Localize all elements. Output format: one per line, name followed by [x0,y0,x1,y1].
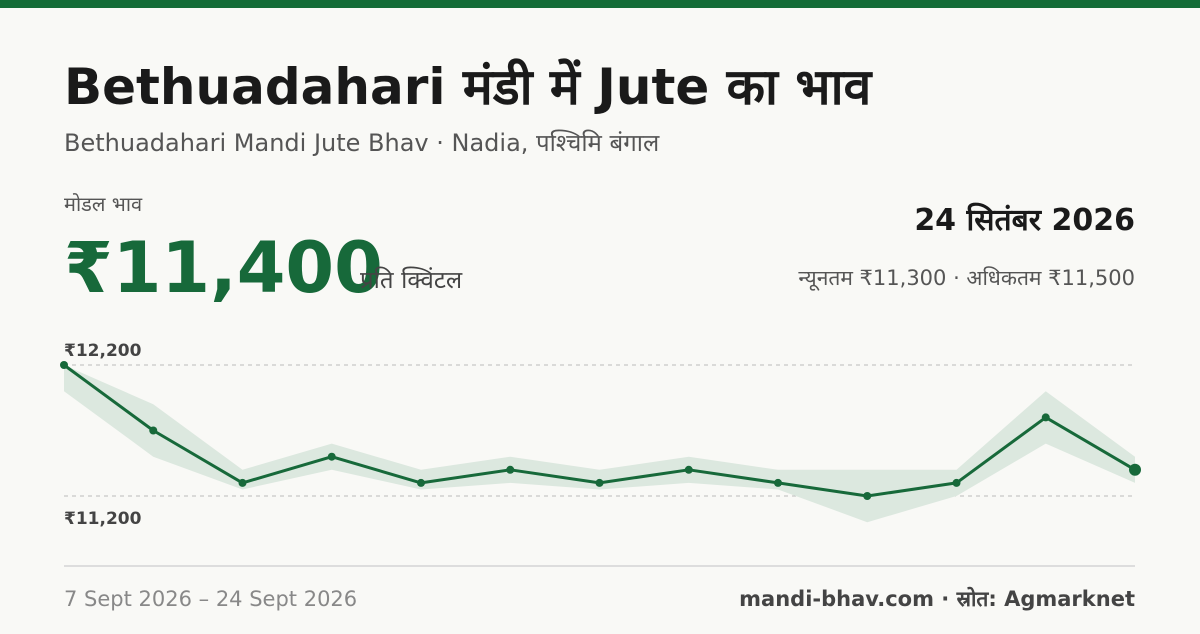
y-tick-label: ₹11,200 [64,509,142,529]
price: ₹11,400 [64,227,383,309]
top-bar [0,0,1200,8]
price-point [417,478,425,487]
price-point [595,478,604,487]
source: mandi-bhav.com · स्रोत: Agmarknet [739,586,1135,611]
period: 7 Sept 2026 – 24 Sept 2026 [64,587,357,611]
price-point [149,426,158,435]
price-point [1129,463,1141,476]
range-band [64,365,1135,523]
title: Bethuadahari मंडी में Jute का भाव [64,58,874,116]
price-point [774,478,782,487]
subtitle: Bethuadahari Mandi Jute Bhav · Nadia, पश… [64,129,660,157]
price-point [327,452,336,461]
price-label: मोडल भाव [64,192,143,216]
price-point [238,478,247,487]
price-point [952,478,961,487]
price-point [1041,413,1050,422]
unit: प्रति क्विंटल [360,266,463,294]
price-point [506,465,515,474]
plot: ₹12,200 ₹11,200 [60,341,1141,529]
date: 24 सितंबर 2026 [914,202,1135,238]
min-max: न्यूनतम ₹11,300 · अधिकतम ₹11,500 [798,266,1135,291]
price-point [863,492,872,500]
y-tick-label: ₹12,200 [64,341,142,361]
price-point [684,465,693,474]
price-point [60,361,68,369]
